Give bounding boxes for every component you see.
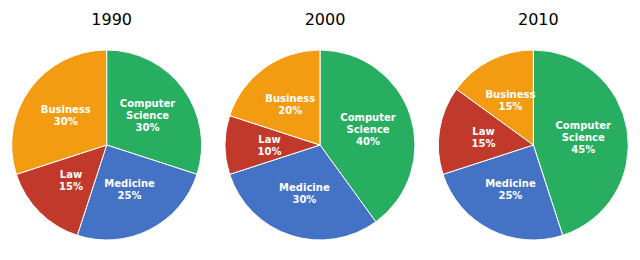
svg-text:2010: 2010 bbox=[518, 10, 559, 29]
svg-text:30%: 30% bbox=[292, 194, 316, 205]
svg-text:Computer: Computer bbox=[120, 98, 175, 109]
svg-text:15%: 15% bbox=[471, 138, 495, 149]
svg-text:30%: 30% bbox=[136, 122, 160, 133]
svg-text:1990: 1990 bbox=[91, 10, 132, 29]
svg-text:Science: Science bbox=[562, 132, 605, 143]
svg-text:Law: Law bbox=[258, 134, 280, 145]
svg-text:15%: 15% bbox=[59, 181, 83, 192]
svg-text:Business: Business bbox=[485, 89, 535, 100]
svg-text:25%: 25% bbox=[118, 190, 142, 201]
svg-text:Law: Law bbox=[472, 126, 494, 137]
svg-text:40%: 40% bbox=[356, 136, 380, 147]
svg-text:10%: 10% bbox=[258, 146, 282, 157]
svg-text:Science: Science bbox=[126, 110, 169, 121]
svg-text:Law: Law bbox=[60, 169, 82, 180]
svg-text:Computer: Computer bbox=[556, 120, 611, 131]
svg-text:Medicine: Medicine bbox=[279, 182, 330, 193]
svg-text:25%: 25% bbox=[498, 190, 522, 201]
svg-text:Business: Business bbox=[41, 104, 91, 115]
svg-text:45%: 45% bbox=[571, 144, 595, 155]
svg-text:30%: 30% bbox=[54, 116, 78, 127]
svg-text:Medicine: Medicine bbox=[485, 178, 536, 189]
svg-text:15%: 15% bbox=[498, 101, 522, 112]
svg-text:2000: 2000 bbox=[305, 10, 346, 29]
svg-text:Medicine: Medicine bbox=[104, 178, 155, 189]
svg-text:Business: Business bbox=[265, 93, 315, 104]
svg-text:20%: 20% bbox=[278, 105, 302, 116]
svg-text:Computer: Computer bbox=[340, 112, 395, 123]
svg-text:Science: Science bbox=[346, 124, 389, 135]
